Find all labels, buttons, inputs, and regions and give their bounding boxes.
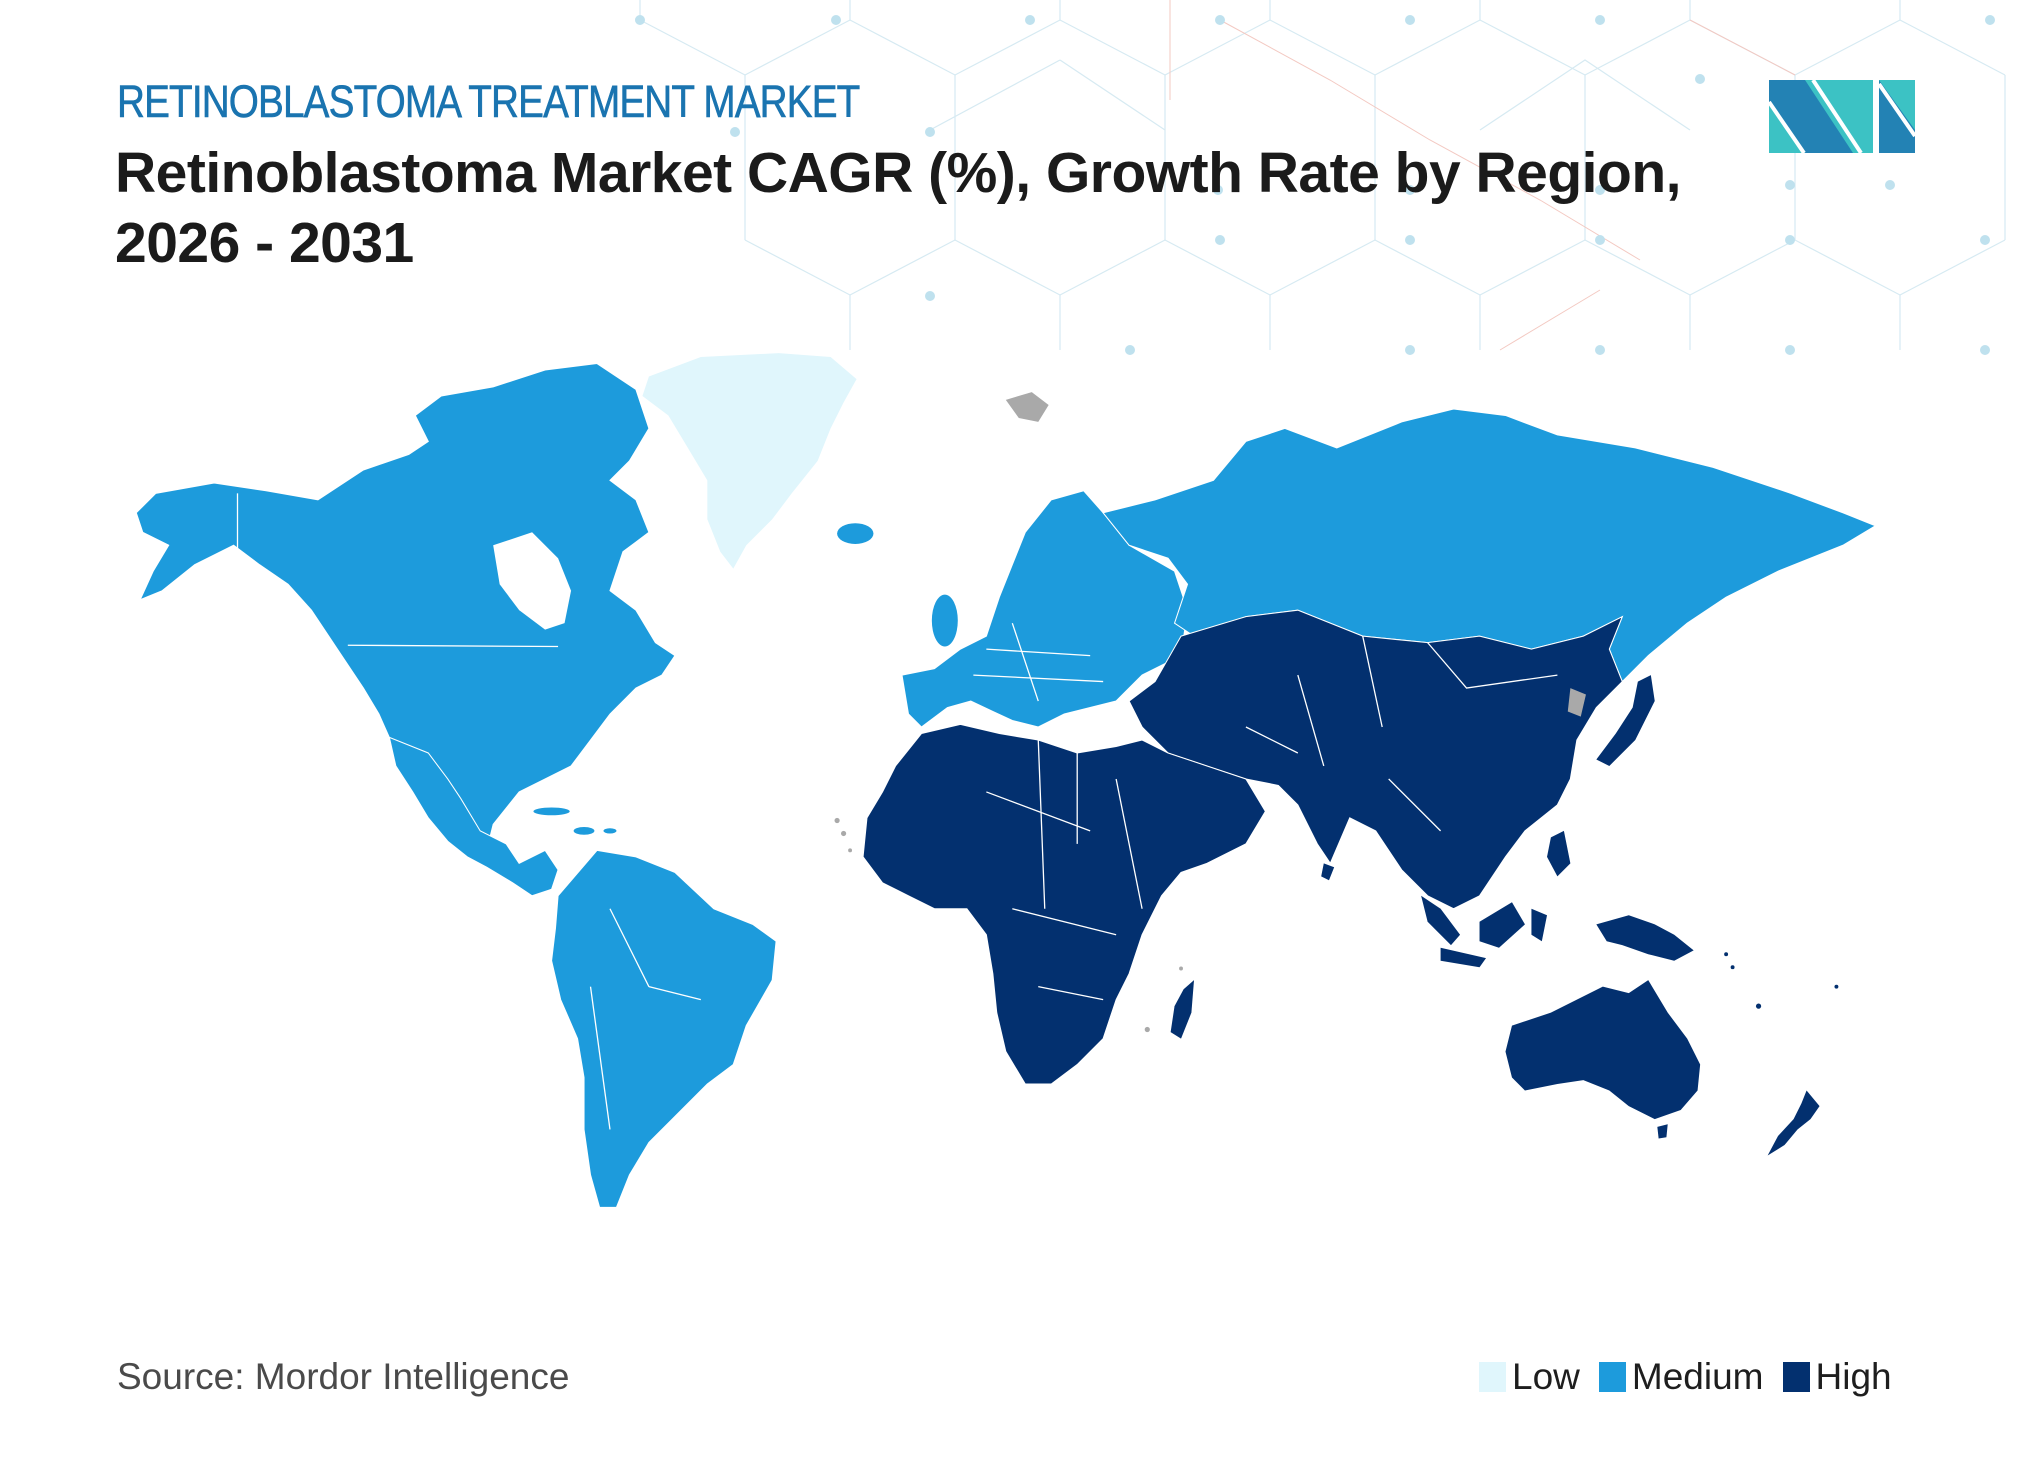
region-uk[interactable] bbox=[931, 594, 958, 647]
legend-swatch-high bbox=[1782, 1362, 1810, 1392]
legend-swatch-low bbox=[1479, 1362, 1506, 1392]
legend-item-low: Low bbox=[1479, 1356, 1580, 1398]
region-south-america[interactable] bbox=[551, 849, 777, 1208]
region-new-zealand[interactable] bbox=[1767, 1090, 1820, 1156]
map-legend: Low Medium High bbox=[1479, 1356, 1911, 1398]
source-label: Source: Mordor Intelligence bbox=[117, 1356, 570, 1397]
legend-label-high: High bbox=[1815, 1356, 1892, 1397]
legend-item-medium: Medium bbox=[1598, 1356, 1764, 1398]
legend-label-low: Low bbox=[1512, 1356, 1580, 1397]
legend-label-medium: Medium bbox=[1631, 1356, 1764, 1397]
region-new-guinea[interactable] bbox=[1596, 915, 1694, 961]
region-north-korea bbox=[1567, 688, 1586, 717]
region-madagascar[interactable] bbox=[1170, 980, 1195, 1039]
region-southeast-asia-islands[interactable] bbox=[1321, 830, 1571, 968]
region-north-america[interactable] bbox=[135, 362, 676, 852]
region-africa[interactable] bbox=[862, 723, 1266, 1085]
region-australia[interactable] bbox=[1505, 980, 1701, 1120]
legend-swatch-medium bbox=[1598, 1362, 1626, 1392]
market-category-label: RETINOBLASTOMA TREATMENT MARKET bbox=[117, 76, 861, 128]
region-japan[interactable] bbox=[1596, 675, 1655, 766]
region-central-america[interactable] bbox=[388, 736, 559, 897]
region-greenland[interactable] bbox=[642, 353, 857, 569]
legend-item-high: High bbox=[1782, 1356, 1892, 1398]
mordor-intelligence-logo-icon bbox=[1769, 80, 1915, 154]
page-title: Retinoblastoma Market CAGR (%), Growth R… bbox=[115, 141, 1682, 275]
region-iceland[interactable] bbox=[837, 523, 874, 544]
region-europe[interactable] bbox=[901, 490, 1189, 728]
